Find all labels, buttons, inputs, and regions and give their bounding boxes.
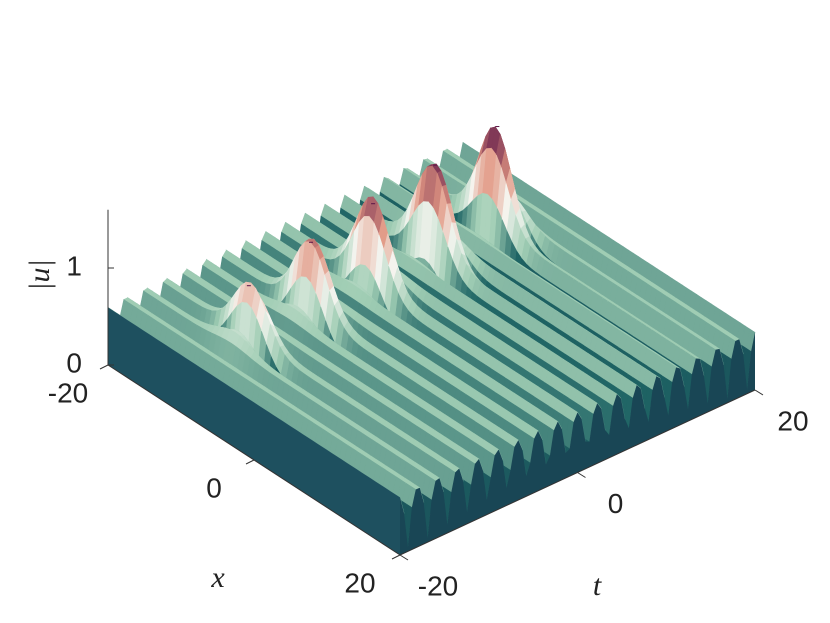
surface [107,126,756,549]
x-axis-label: x [210,561,225,594]
t-axis-label: t [593,569,602,602]
z-axis-label: |u| [23,259,56,291]
